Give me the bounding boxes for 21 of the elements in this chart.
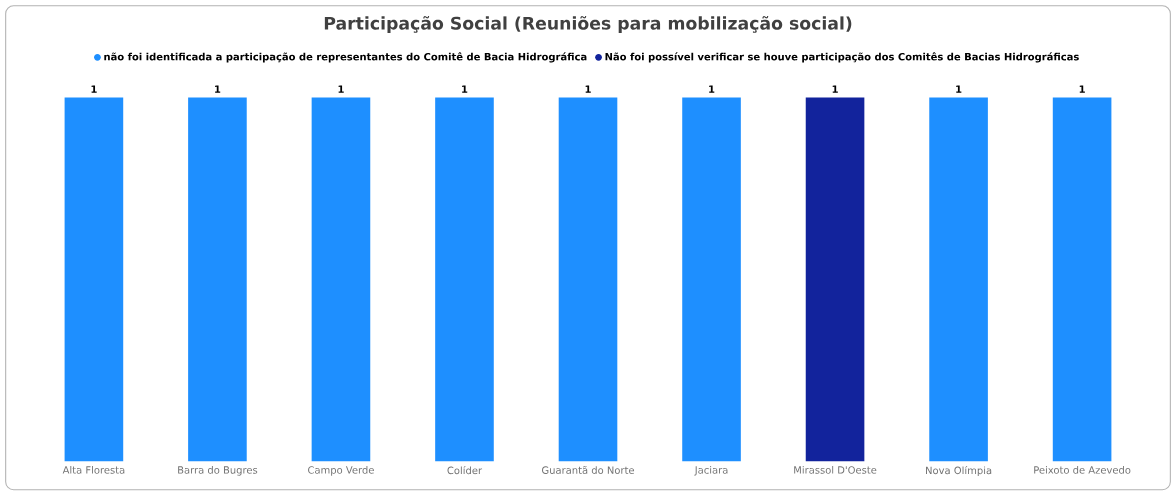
x-tick-label: Guarantã do Norte — [541, 465, 635, 474]
x-tick-label: Campo Verde — [308, 465, 374, 476]
x-tick-label: Nova Olímpia — [926, 465, 992, 476]
legend-label: não foi identificada a participação de representantes do Comitê de Bacia Hidrográfica — [104, 52, 587, 63]
data-label: 1 — [832, 85, 838, 93]
x-tick-label: Barra do Bugres — [178, 465, 258, 476]
data-label: 1 — [956, 85, 962, 93]
data-label: 1 — [215, 85, 221, 93]
x-tick-label: Colíder — [447, 465, 483, 474]
x-tick-label: Jaciara — [694, 465, 728, 476]
data-label: 1 — [1079, 85, 1085, 93]
data-label: 1 — [338, 85, 344, 93]
x-tick-label: Peixoto de Azevedo — [1034, 465, 1131, 474]
x-tick-label: Mirassol D'Oeste — [794, 465, 877, 474]
data-label: 1 — [91, 85, 97, 93]
x-tick-label: Alta Floresta — [62, 465, 125, 474]
data-label: 1 — [709, 85, 715, 93]
chart-title: Participação Social (Reuniões para mobilização social) — [324, 15, 852, 33]
legend-label: Não foi possível verificar se houve participação dos Comitês de Bacias Hidrográficas — [605, 52, 1079, 63]
data-label: 1 — [462, 85, 468, 93]
data-label: 1 — [585, 85, 591, 93]
